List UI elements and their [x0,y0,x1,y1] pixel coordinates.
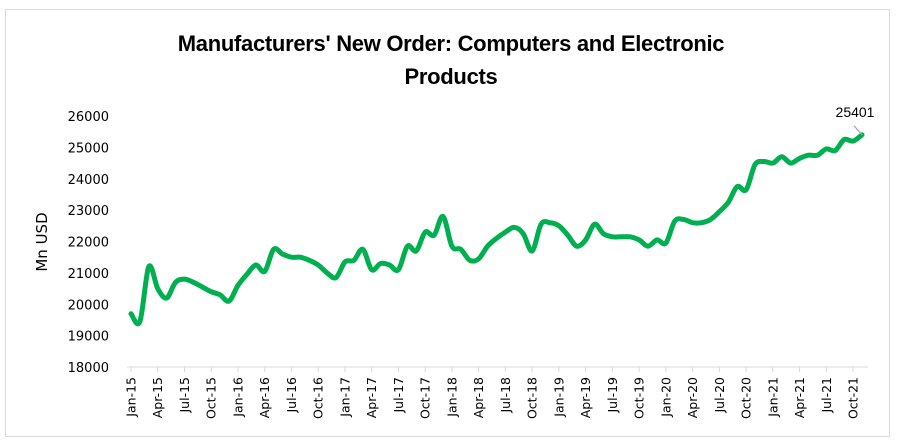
x-tick-label: Apr-21 [792,377,807,418]
x-tick-label: Jul-17 [391,377,406,414]
x-tick-label: Oct-20 [739,377,754,419]
data-annotation: 25401 [836,104,875,136]
x-tick-label: Apr-15 [150,377,165,418]
chart-title: Manufacturers' New Order: Computers and … [0,27,902,93]
x-axis-tick-labels: Jan-15 Apr-15 Jul-15 Oct-15 Jan-16 Apr-16 Jul-… [124,377,861,419]
chart-title-line-1: Manufacturers' New Order: Computers and … [177,31,725,56]
x-tick-label: Jan-19 [551,377,566,418]
x-axis [127,366,868,372]
annotation-label: 25401 [836,104,875,120]
y-tick-label: 19000 [68,330,109,345]
y-tick-label: 25000 [68,141,109,156]
y-tick-label: 26000 [68,110,109,125]
x-tick-label: Jan-17 [337,377,352,418]
x-tick-label: Jan-16 [230,377,245,418]
y-axis-title: Mn USD [33,212,51,271]
x-tick-label: Jan-18 [444,377,459,418]
x-tick-label: Jul-20 [712,377,727,414]
y-tick-label: 22000 [68,236,109,251]
x-tick-label: Jan-15 [124,377,139,418]
x-tick-label: Oct-21 [846,377,861,419]
y-tick-label: 23000 [68,204,109,219]
x-tick-label: Apr-20 [685,377,700,418]
x-tick-label: Apr-18 [471,377,486,418]
y-tick-label: 21000 [68,267,109,282]
x-tick-label: Oct-16 [311,377,326,419]
x-tick-label: Apr-16 [257,377,272,418]
x-tick-label: Apr-17 [364,377,379,418]
x-tick-label: Jul-18 [498,377,513,414]
x-tick-label: Jan-21 [765,377,780,418]
annotation-leader-line [853,125,863,136]
x-tick-label: Jan-20 [658,377,673,418]
x-tick-label: Jul-19 [605,377,620,414]
y-tick-label: 18000 [68,361,109,376]
chart-frame [5,9,890,437]
y-tick-label: 24000 [68,173,109,188]
x-tick-label: Oct-15 [204,377,219,419]
x-tick-label: Apr-19 [578,377,593,418]
y-tick-label: 20000 [68,298,109,313]
x-tick-label: Oct-18 [525,377,540,419]
chart-title-line-2: Products [404,64,498,89]
series-line-new-orders [128,132,865,327]
x-tick-label: Oct-17 [418,377,433,419]
x-tick-label: Jul-21 [819,377,834,414]
x-tick-label: Jul-15 [177,377,192,414]
x-tick-label: Jul-16 [284,377,299,414]
y-axis-tick-labels: 18000 19000 20000 21000 22000 23000 24000 25000… [68,110,109,376]
x-tick-label: Oct-19 [632,377,647,419]
